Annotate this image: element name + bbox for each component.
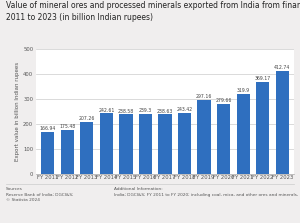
Bar bbox=[178, 113, 191, 174]
Text: Value of mineral ores and processed minerals exported from India from financial : Value of mineral ores and processed mine… bbox=[6, 1, 300, 22]
Text: 238.63: 238.63 bbox=[157, 109, 173, 114]
Bar bbox=[276, 71, 289, 174]
Text: 239.3: 239.3 bbox=[139, 108, 152, 114]
Bar bbox=[41, 132, 54, 174]
Bar bbox=[139, 114, 152, 174]
Text: 412.74: 412.74 bbox=[274, 65, 290, 70]
Text: 175.48: 175.48 bbox=[59, 124, 75, 129]
Bar bbox=[236, 94, 250, 174]
Bar bbox=[119, 114, 133, 174]
Text: 279.66: 279.66 bbox=[215, 98, 232, 103]
Text: 369.17: 369.17 bbox=[255, 76, 271, 81]
Text: 242.61: 242.61 bbox=[98, 107, 115, 113]
Bar bbox=[100, 113, 113, 174]
Text: 243.42: 243.42 bbox=[176, 107, 193, 112]
Text: Sources
Reserve Bank of India; DGCI&S;
© Statista 2024: Sources Reserve Bank of India; DGCI&S; ©… bbox=[6, 187, 74, 202]
Text: Additional Information:
India; DGCI&S; FY 2011 to FY 2020; including coal, mica,: Additional Information: India; DGCI&S; F… bbox=[114, 187, 300, 196]
Text: 319.9: 319.9 bbox=[237, 88, 250, 93]
Text: 238.58: 238.58 bbox=[118, 109, 134, 114]
Text: 166.94: 166.94 bbox=[40, 126, 56, 132]
Bar bbox=[158, 114, 172, 174]
Y-axis label: Export value in billion Indian rupees: Export value in billion Indian rupees bbox=[15, 62, 20, 161]
Bar bbox=[256, 82, 269, 174]
Bar bbox=[61, 130, 74, 174]
Bar bbox=[197, 100, 211, 174]
Bar bbox=[217, 104, 230, 174]
Text: 207.26: 207.26 bbox=[79, 116, 95, 122]
Text: 297.16: 297.16 bbox=[196, 94, 212, 99]
Bar bbox=[80, 122, 94, 174]
